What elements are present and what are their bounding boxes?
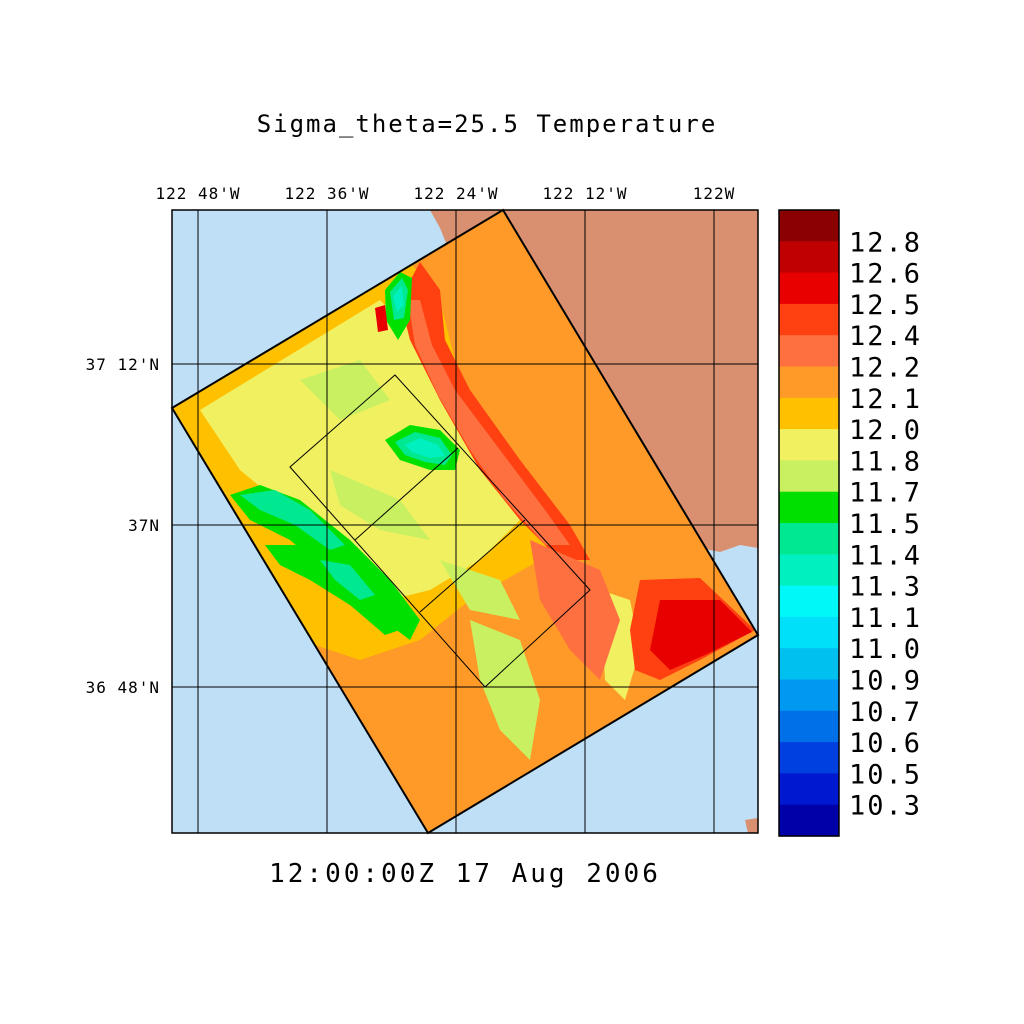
- colorbar-label: 12.5: [849, 290, 922, 321]
- plot-frame: [171, 209, 759, 834]
- latitude-labels: 37 12'N 37N 36 48'N: [86, 355, 160, 697]
- colorbar-label: 12.1: [849, 384, 922, 415]
- colorbar-swatch: [779, 679, 839, 712]
- colorbar-label: 12.2: [849, 353, 922, 384]
- colorbar-label: 11.8: [849, 446, 922, 477]
- colorbar-swatch: [779, 429, 839, 461]
- colorbar-swatch: [779, 397, 839, 430]
- colorbar-swatch: [779, 366, 839, 399]
- colorbar-label: 11.5: [849, 509, 922, 540]
- colorbar-swatch: [779, 616, 839, 649]
- colorbar-label: 10.7: [849, 697, 922, 728]
- lat-label: 36 48'N: [86, 678, 160, 697]
- colorbar-swatch: [779, 460, 839, 493]
- colorbar-swatch: [779, 335, 839, 368]
- colorbar-swatch: [779, 742, 839, 774]
- colorbar-label: 11.4: [849, 540, 922, 571]
- colorbar-label: 10.9: [849, 666, 922, 697]
- lon-label: 122 48'W: [155, 184, 240, 203]
- colorbar-swatch: [779, 491, 839, 524]
- colorbar-label: 11.7: [849, 478, 922, 509]
- map-graticule: [172, 210, 758, 833]
- colorbar: [778, 209, 840, 837]
- lat-label: 37 12'N: [86, 355, 160, 374]
- colorbar-swatch: [779, 710, 839, 743]
- colorbar-swatch: [779, 210, 839, 242]
- colorbar-swatch: [779, 804, 839, 837]
- colorbar-swatch: [779, 585, 839, 618]
- colorbar-swatch: [779, 554, 839, 587]
- colorbar-frame: [778, 209, 840, 837]
- lon-label: 122 24'W: [413, 184, 498, 203]
- colorbar-label: 11.3: [849, 572, 922, 603]
- colorbar-swatch: [779, 648, 839, 681]
- time-stamp: 12:00:00Z 17 Aug 2006: [269, 859, 661, 889]
- colorbar-label: 12.8: [849, 227, 922, 258]
- colorbar-swatch: [779, 773, 839, 806]
- colorbar-swatch: [779, 272, 839, 305]
- map-title: Sigma_theta=25.5 Temperature: [257, 110, 718, 138]
- colorbar-label: 10.5: [849, 759, 922, 790]
- lat-label: 37N: [128, 516, 160, 535]
- colorbar-label: 11.1: [849, 603, 922, 634]
- colorbar-label: 12.6: [849, 259, 922, 290]
- longitude-labels: 122 48'W 122 36'W 122 24'W 122 12'W 122W: [155, 184, 736, 203]
- colorbar-label: 12.4: [849, 321, 922, 352]
- lon-label: 122W: [693, 184, 736, 203]
- subdomain-boxes: [289, 374, 591, 688]
- lon-label: 122 12'W: [542, 184, 627, 203]
- colorbar-label: 10.3: [849, 791, 922, 822]
- colorbar-label: 11.0: [849, 634, 922, 665]
- colorbar-swatch: [779, 303, 839, 336]
- colorbar-label: 12.0: [849, 415, 922, 446]
- colorbar-labels: 12.812.612.512.412.212.112.011.811.711.5…: [849, 227, 922, 822]
- colorbar-swatch: [779, 241, 839, 274]
- colorbar-label: 10.6: [849, 728, 922, 759]
- lon-label: 122 36'W: [284, 184, 369, 203]
- colorbar-swatch: [779, 523, 839, 555]
